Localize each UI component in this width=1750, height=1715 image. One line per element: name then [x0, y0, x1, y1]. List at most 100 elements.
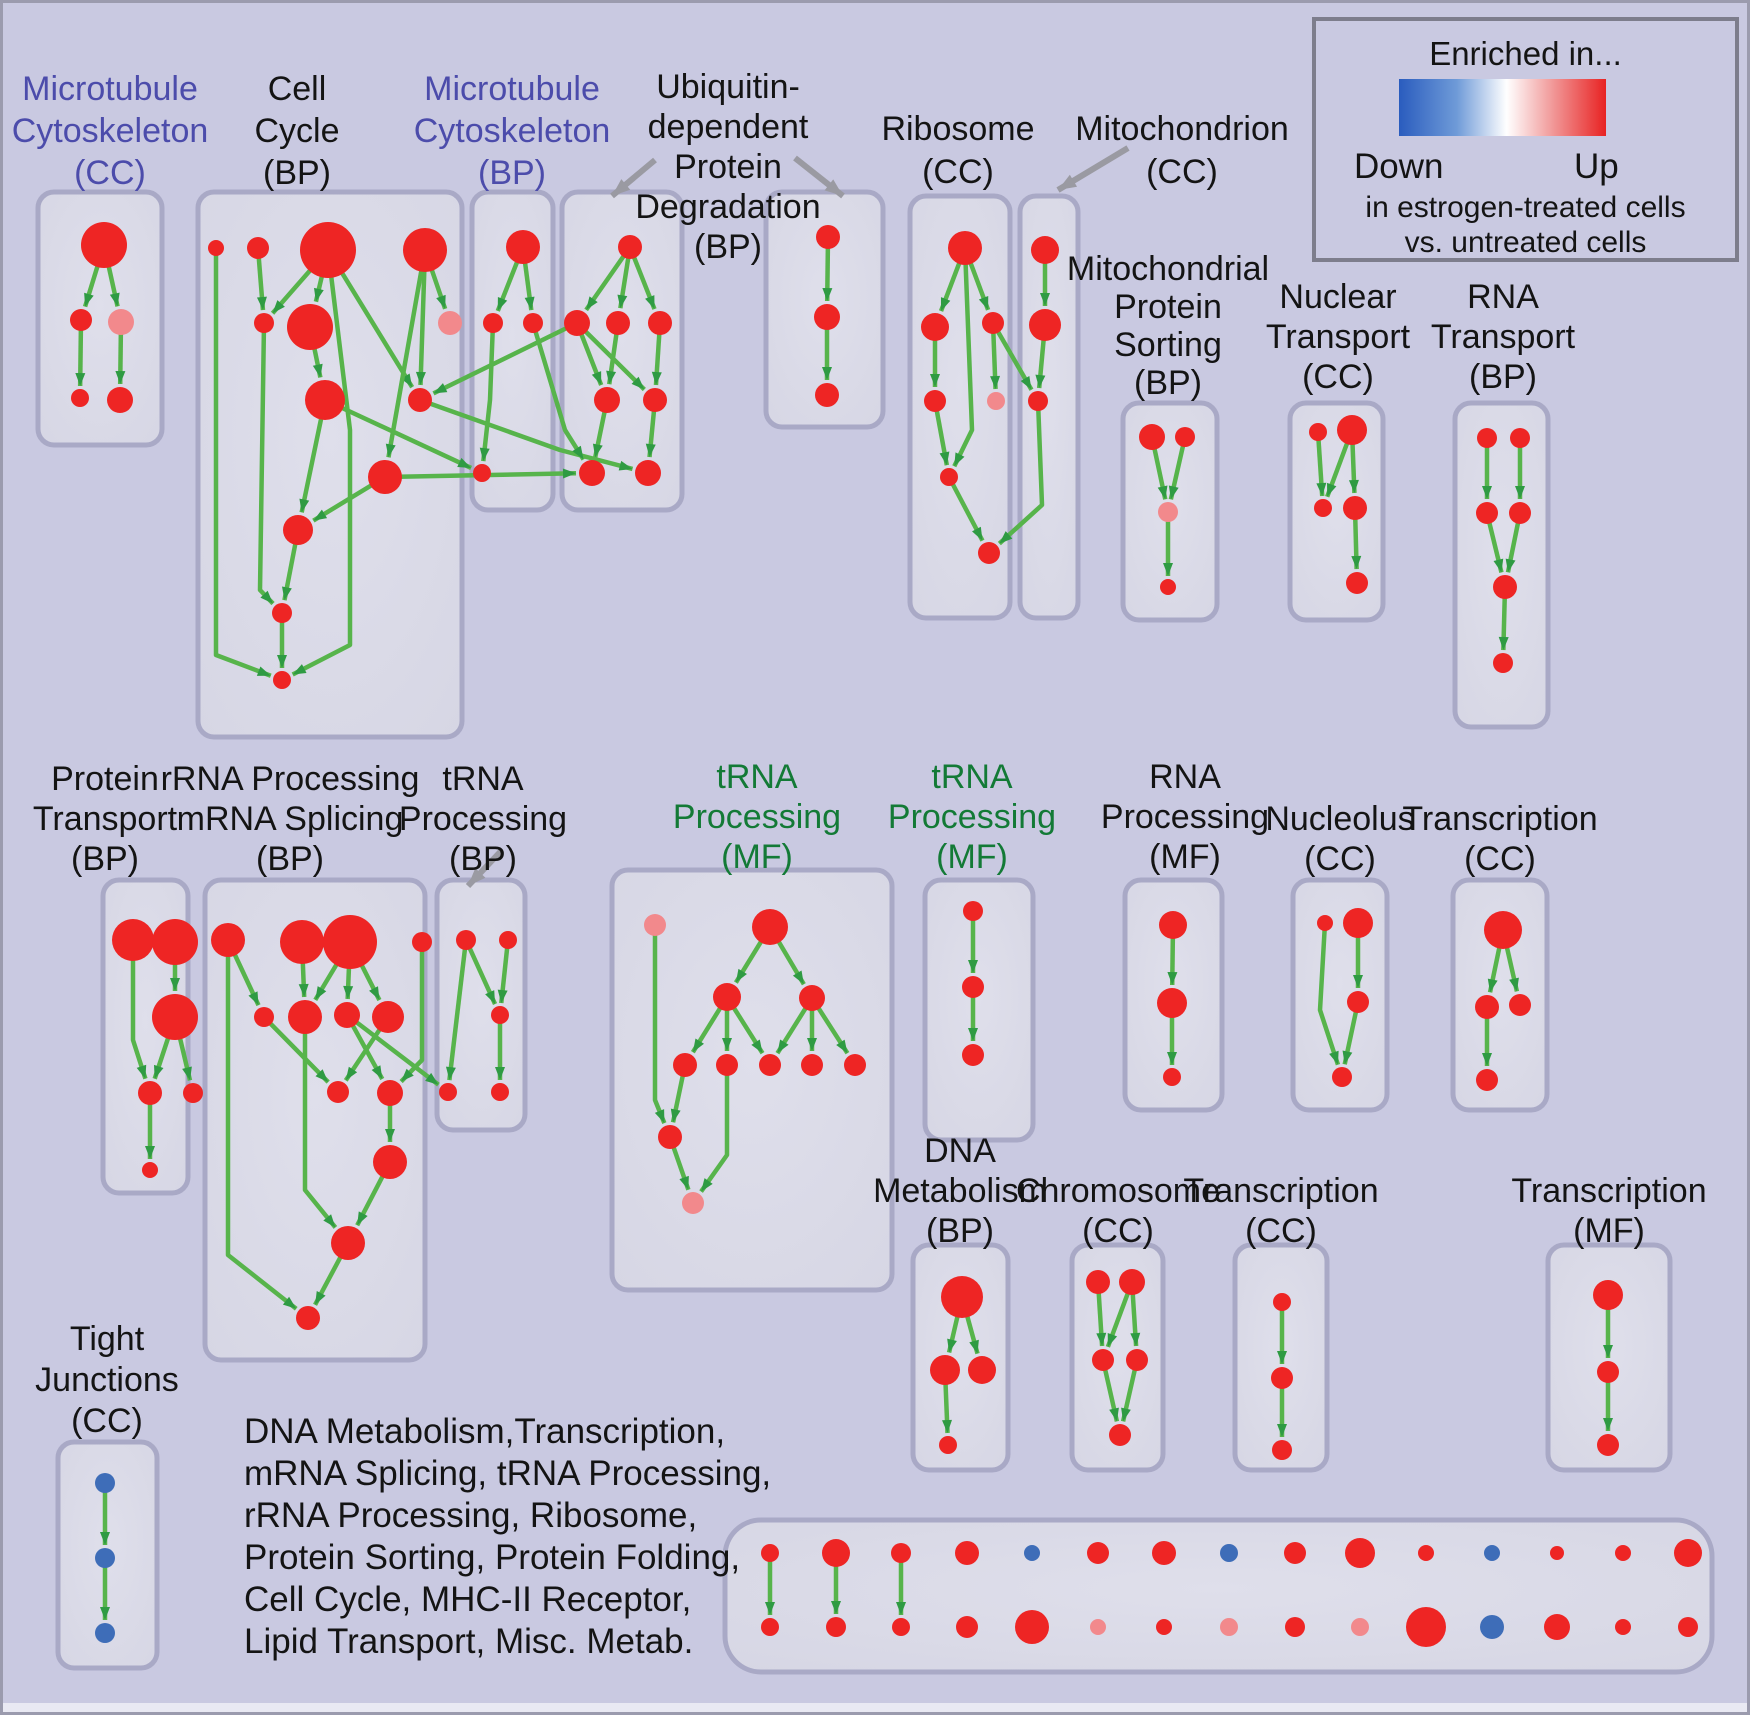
- go-term-node: [844, 1054, 866, 1076]
- cluster-label-protein-transport-bp: Protein: [51, 760, 159, 798]
- go-term-node: [1314, 499, 1332, 517]
- cross-edge-arrow: [324, 397, 473, 470]
- cluster-label-mitochondrial-protein-sorting-bp: (BP): [1134, 364, 1202, 402]
- cross-edge-arrow: [997, 400, 1045, 546]
- go-term-node: [211, 923, 245, 957]
- cluster-label-ubiquitin-dependent-protein-degradation-bp: Degradation: [635, 188, 820, 226]
- cluster-label-rna-processing-mf: RNA: [1149, 758, 1221, 796]
- go-term-node: [635, 460, 661, 486]
- cluster-label-rrna-processing-mrna-splicing-bp: (BP): [256, 840, 324, 878]
- cluster-label-trna-processing-bp: Processing: [399, 800, 567, 838]
- go-term-node: [752, 909, 788, 945]
- cluster-label-mitochondrial-protein-sorting-bp: Sorting: [1114, 326, 1222, 364]
- go-term-node: [941, 1276, 983, 1318]
- go-term-node: [1509, 994, 1531, 1016]
- go-term-node: [327, 1081, 349, 1103]
- go-term-node: [643, 388, 667, 412]
- edge-arrow: [1168, 436, 1188, 500]
- go-term-node: [801, 1054, 823, 1076]
- go-term-node: [1493, 653, 1513, 673]
- cross-edge-arrow: [432, 320, 578, 396]
- cluster-label-transcription-cc-lower: Transcription: [1183, 1172, 1378, 1210]
- go-term-node: [506, 230, 540, 264]
- go-term-node: [968, 1356, 996, 1384]
- go-term-node: [1158, 502, 1178, 522]
- edge-arrow: [652, 925, 667, 1124]
- go-term-node: [412, 932, 432, 952]
- go-term-node: [408, 388, 432, 412]
- go-term-node: [939, 1436, 957, 1454]
- cluster-box-nucleolus-cc: [1290, 877, 1390, 1113]
- go-term-node: [273, 671, 291, 689]
- legend-title: Enriched in...: [1429, 35, 1622, 72]
- go-term-node: [142, 1162, 158, 1178]
- edge-arrow: [75, 319, 86, 387]
- go-term-node: [799, 985, 825, 1011]
- cluster-label-trna-processing-mf-large: Processing: [673, 798, 841, 836]
- go-term-node: [1087, 1542, 1109, 1564]
- edge-arrow: [1317, 922, 1341, 1066]
- cluster-label-microtubule-cytoskeleton-bp: Cytoskeleton: [414, 112, 611, 150]
- go-term-node: [208, 240, 224, 256]
- legend-down-label: Down: [1354, 147, 1444, 186]
- cluster-label-trna-processing-mf-large: (MF): [721, 838, 793, 876]
- go-term-node: [1126, 1349, 1148, 1371]
- go-term-node: [283, 515, 313, 545]
- go-term-node: [658, 1125, 682, 1149]
- go-term-node: [296, 1306, 320, 1330]
- go-term-node: [1544, 1614, 1570, 1640]
- go-term-node: [987, 392, 1005, 410]
- misc-terms-description-line: Cell Cycle, MHC-II Receptor,: [244, 1580, 691, 1619]
- cluster-label-tight-junctions-cc: (CC): [71, 1402, 143, 1440]
- cluster-box-microtubule-cytoskeleton-cc: [35, 189, 165, 448]
- go-term-node: [1119, 1269, 1145, 1295]
- go-term-node: [1152, 1541, 1176, 1565]
- cluster-label-mitochondrion-cc: (CC): [1146, 153, 1218, 191]
- go-term-node: [491, 1006, 509, 1024]
- cluster-label-trna-processing-mf-large: tRNA: [716, 758, 798, 796]
- cluster-label-protein-transport-bp: (BP): [71, 840, 139, 878]
- go-term-node: [152, 919, 198, 965]
- go-term-node: [826, 1617, 846, 1637]
- edge-arrow: [225, 940, 298, 1311]
- go-term-node: [95, 1548, 115, 1568]
- edge-arrow: [497, 939, 511, 1004]
- go-term-node: [1418, 1545, 1434, 1561]
- go-term-node: [1480, 1615, 1504, 1639]
- cluster-label-trna-processing-mf-small: Processing: [888, 798, 1056, 836]
- cluster-label-ribosome-cc: Ribosome: [881, 110, 1034, 148]
- go-term-node: [254, 313, 274, 333]
- nodes: [70, 222, 1702, 1647]
- go-term-node: [924, 390, 946, 412]
- go-term-node: [323, 915, 377, 969]
- go-term-node: [1510, 428, 1530, 448]
- cluster-label-trna-processing-bp: tRNA: [442, 760, 524, 798]
- go-term-node: [1615, 1619, 1631, 1635]
- go-term-node: [1029, 309, 1061, 341]
- label-pointer-arrow: [793, 155, 845, 199]
- cluster-label-mitochondrion-cc: Mitochondrion: [1075, 110, 1289, 148]
- go-term-node: [1272, 1440, 1292, 1460]
- go-term-node: [761, 1544, 779, 1562]
- go-term-node: [1271, 1367, 1293, 1389]
- go-term-node: [1309, 423, 1327, 441]
- go-term-node: [1509, 502, 1531, 524]
- go-term-node: [1109, 1424, 1131, 1446]
- go-term-node: [1157, 988, 1187, 1018]
- go-term-node: [272, 603, 292, 623]
- go-term-node: [1015, 1610, 1049, 1644]
- go-term-node: [1220, 1618, 1238, 1636]
- legend-up-label: Up: [1574, 147, 1619, 186]
- cross-edge-arrow: [530, 322, 586, 461]
- edge-arrow: [463, 939, 498, 1005]
- cluster-label-microtubule-cytoskeleton-cc: (CC): [74, 154, 146, 192]
- go-term-node: [1678, 1617, 1698, 1637]
- edge-arrow: [262, 1015, 330, 1084]
- go-term-node: [334, 1002, 360, 1028]
- go-term-node: [1086, 1270, 1110, 1294]
- edge-arrow: [990, 322, 1001, 390]
- cluster-label-chromosome-cc: Chromosome: [1016, 1172, 1220, 1210]
- go-term-node: [1476, 1069, 1498, 1091]
